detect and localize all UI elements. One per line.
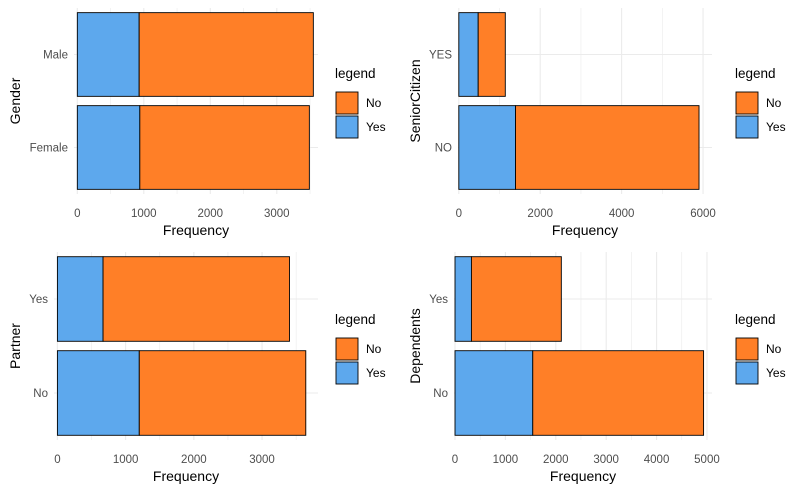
x-tick-label: 1000 (113, 454, 139, 466)
legend-key-no (335, 91, 359, 115)
bar-no-male (138, 12, 314, 97)
x-tick-label: 4000 (644, 454, 670, 466)
bar-yes-no (56, 350, 140, 436)
bar-yes-female (76, 105, 141, 190)
legend-key-yes (335, 115, 359, 139)
y-tick-label: Female (30, 143, 68, 155)
y-axis-title: SeniorCitizen (407, 59, 423, 142)
legend-key-yes (735, 361, 759, 385)
x-tick-label: 0 (456, 208, 462, 220)
x-tick-label: 3000 (264, 208, 290, 220)
bar-no-yes (102, 256, 290, 342)
x-tick-label: 0 (452, 454, 458, 466)
chart-panel-seniorcitizen: NO YES 0 2000 4000 6000 Frequency SeniorCitizen… (407, 8, 786, 238)
y-tick-label: Yes (29, 294, 48, 306)
chart-panel-gender: Female Male 0 1000 2000 3000 Frequency Gender le… (7, 8, 386, 238)
legend-key-yes (335, 361, 359, 385)
legend-label-yes: Yes (766, 120, 786, 134)
legend-label-yes: Yes (766, 366, 786, 380)
x-tick-label: 5000 (694, 454, 720, 466)
legend-label-no: No (366, 96, 382, 110)
bar-yes-male (76, 12, 140, 97)
y-axis-title: Partner (7, 323, 23, 369)
x-tick-label: 2000 (197, 208, 223, 220)
bar-yes-yes (458, 12, 479, 97)
y-axis-title: Gender (7, 77, 23, 124)
y-tick-label: NO (435, 143, 452, 155)
bar-no-no (532, 350, 705, 436)
legend-label-yes: Yes (366, 366, 386, 380)
x-tick-label: 1000 (493, 454, 519, 466)
x-tick-label: 3000 (249, 454, 275, 466)
y-tick-label: No (433, 388, 448, 400)
legend-label-no: No (766, 96, 782, 110)
bar-yes-yes (454, 256, 472, 342)
y-axis-title: Dependents (407, 308, 423, 384)
y-tick-label: No (33, 388, 48, 400)
y-tick-label: Male (43, 50, 68, 62)
bar-no-yes (470, 256, 562, 342)
y-tick-label: YES (429, 50, 452, 62)
bar-no-no (138, 350, 307, 436)
legend-label-no: No (366, 342, 382, 356)
chart-panel-dependents: No Yes 0 1000 2000 3000 4000 5000 Frequency Depen… (407, 252, 786, 484)
legend: legend No Yes (335, 312, 386, 385)
x-axis-title: Frequency (552, 222, 618, 238)
legend-label-yes: Yes (366, 120, 386, 134)
x-axis-title: Frequency (153, 468, 219, 484)
x-tick-label: 4000 (609, 208, 635, 220)
chart-panel-partner: No Yes 0 1000 2000 3000 Frequency Partner legend… (7, 252, 386, 484)
legend-key-no (735, 91, 759, 115)
legend-key-no (735, 337, 759, 361)
x-axis-title: Frequency (550, 468, 616, 484)
legend-label-no: No (766, 342, 782, 356)
bar-no-yes (477, 12, 506, 97)
bar-no-female (139, 105, 310, 190)
x-tick-label: 0 (54, 454, 60, 466)
x-tick-label: 0 (74, 208, 80, 220)
legend-key-yes (735, 115, 759, 139)
x-tick-label: 2000 (181, 454, 207, 466)
bar-no-no (515, 105, 700, 190)
bar-yes-yes (56, 256, 104, 342)
bar-yes-no (458, 105, 516, 190)
x-tick-label: 2000 (543, 454, 569, 466)
legend-title: legend (735, 66, 776, 81)
x-tick-label: 1000 (131, 208, 157, 220)
y-tick-label: Yes (429, 294, 448, 306)
legend-title: legend (335, 66, 376, 81)
legend: legend No Yes (735, 312, 786, 385)
x-tick-label: 2000 (527, 208, 553, 220)
legend-key-no (335, 337, 359, 361)
x-axis-title: Frequency (163, 222, 229, 238)
x-tick-label: 3000 (593, 454, 619, 466)
legend: legend No Yes (335, 66, 386, 139)
legend: legend No Yes (735, 66, 786, 139)
legend-title: legend (335, 312, 376, 327)
x-tick-label: 6000 (690, 208, 716, 220)
legend-title: legend (735, 312, 776, 327)
bar-yes-no (454, 350, 534, 436)
